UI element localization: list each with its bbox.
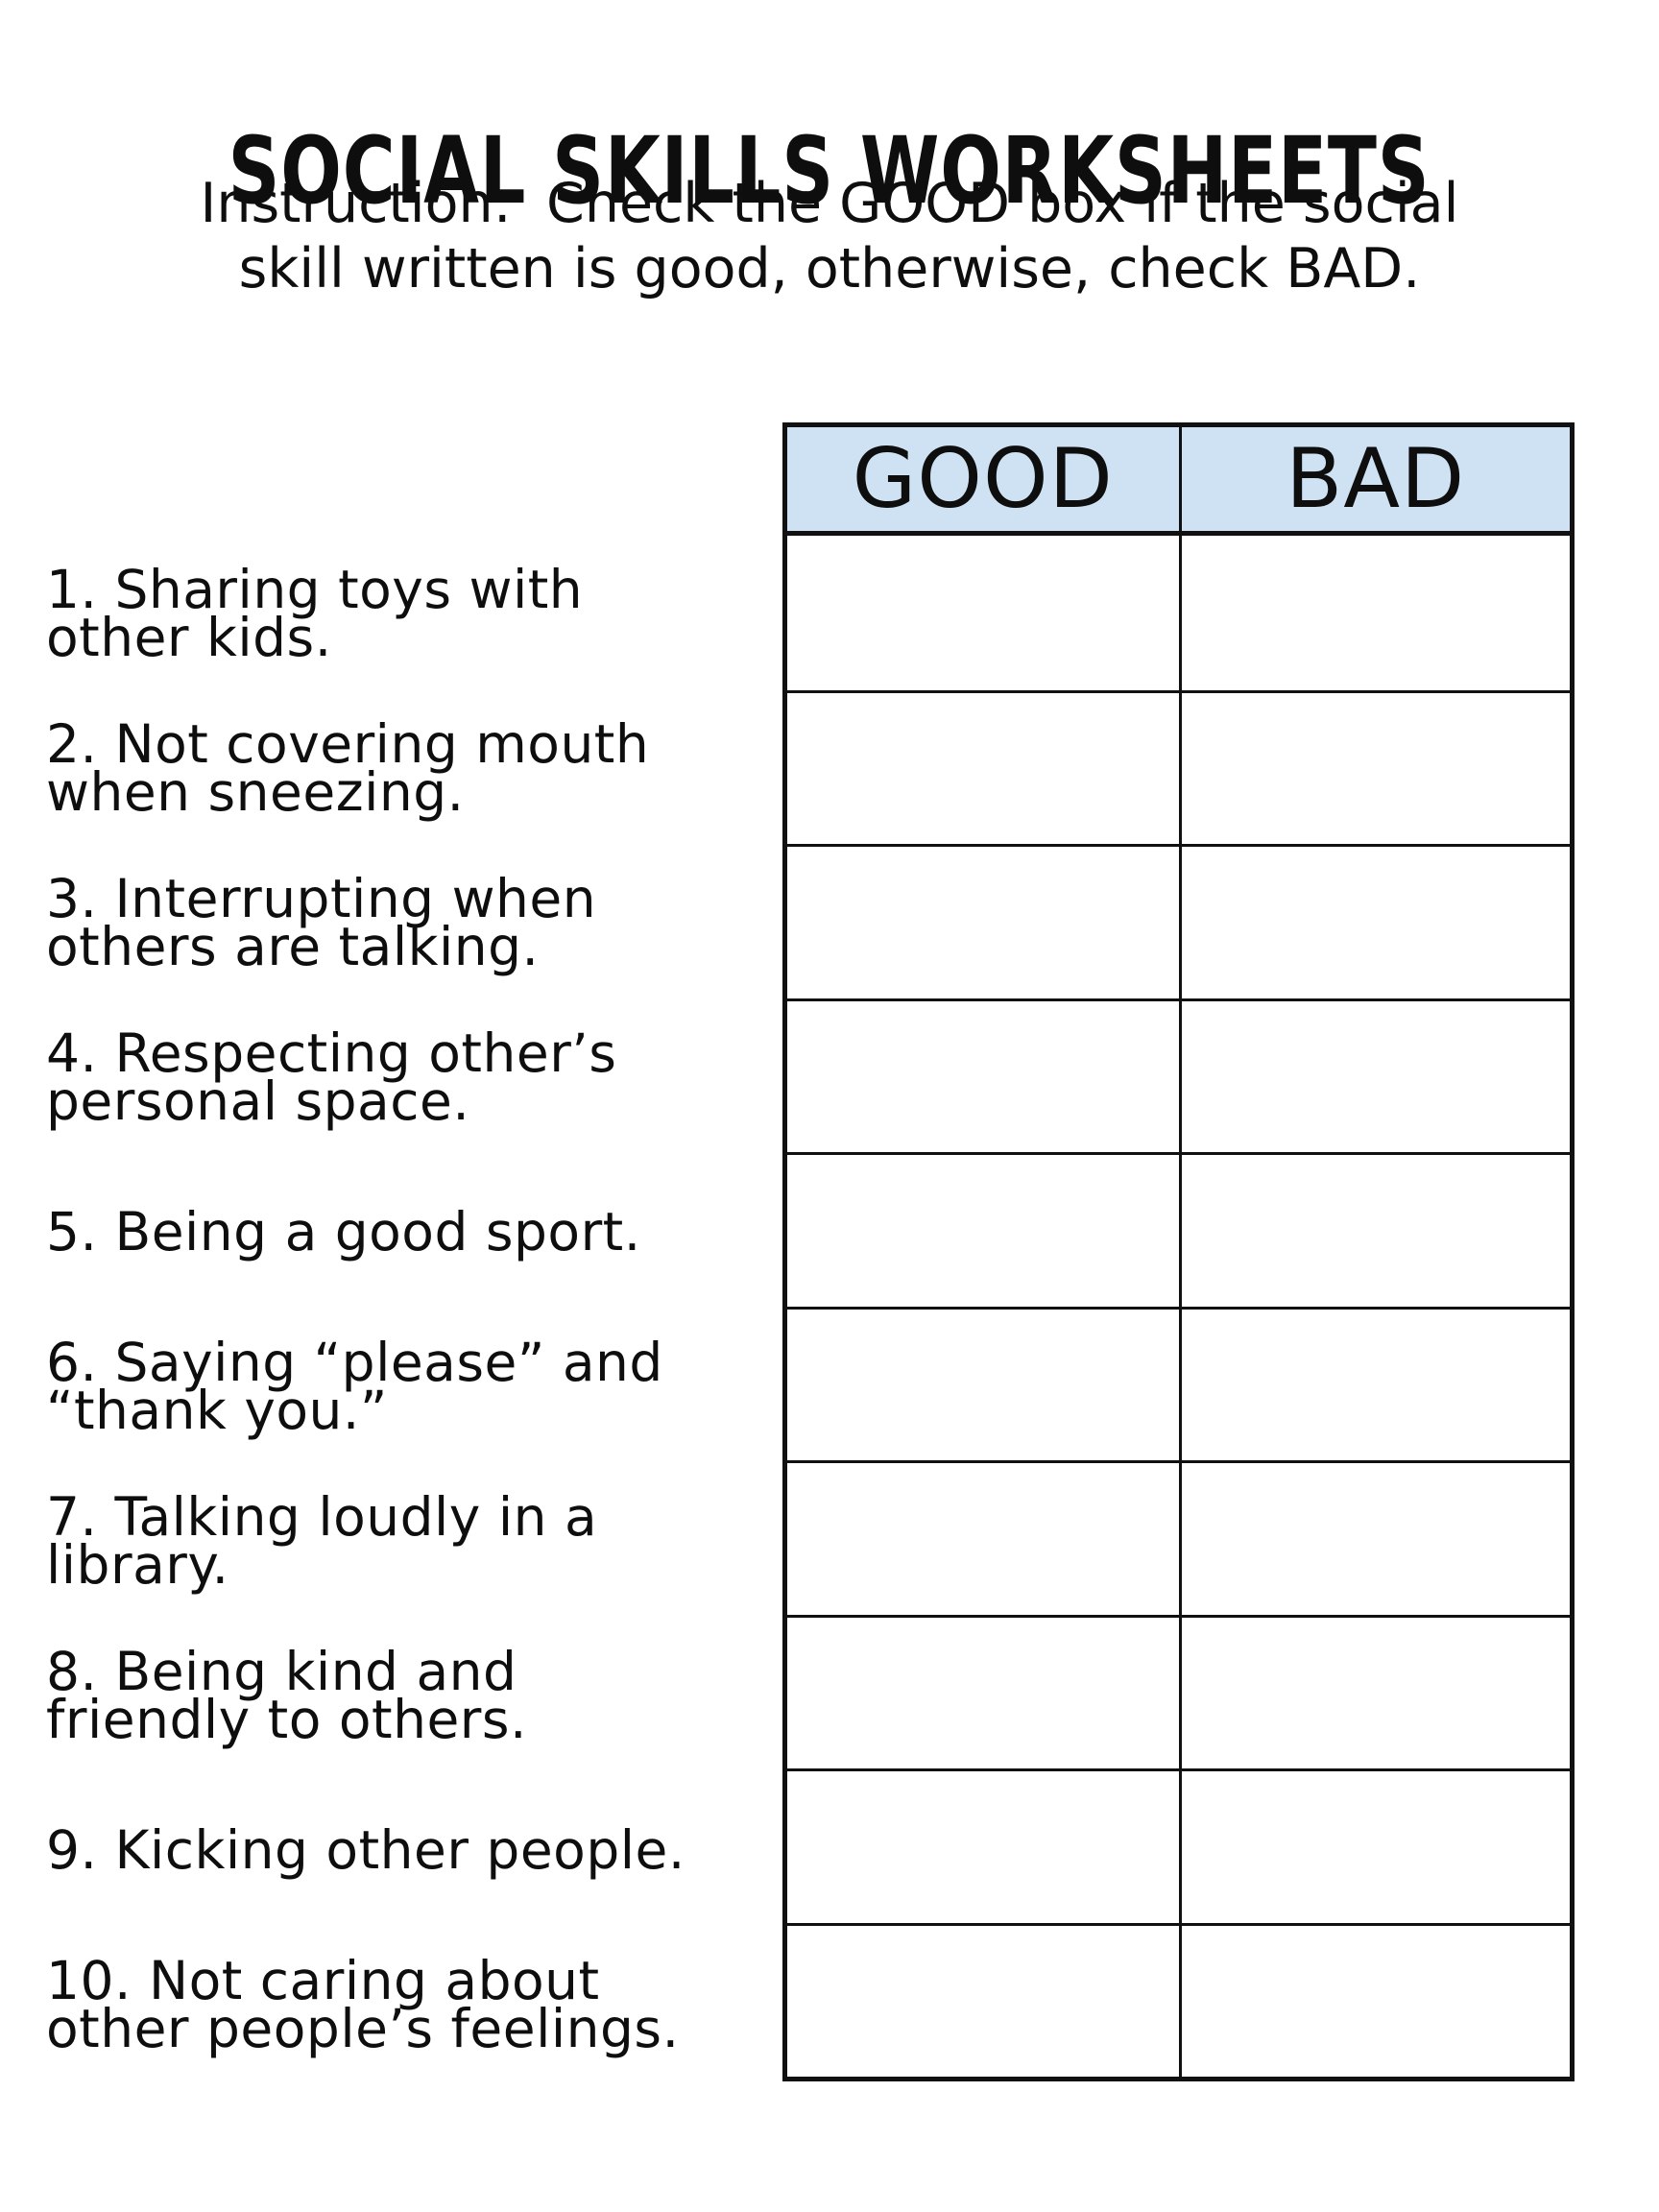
good-checkbox-cell-1[interactable]	[787, 536, 1179, 690]
good-column-header: GOOD	[852, 431, 1114, 527]
instruction-text: Instruction: Check the GOOD box if the s…	[200, 172, 1459, 301]
bad-checkbox-cell-7[interactable]	[1178, 1463, 1571, 1615]
good-bad-table: GOOD BAD	[782, 422, 1575, 2081]
bad-checkbox-cell-8[interactable]	[1178, 1617, 1571, 1768]
bad-checkbox-cell-2[interactable]	[1178, 692, 1571, 844]
good-checkbox-cell-9[interactable]	[787, 1771, 1179, 1923]
bad-checkbox-cell-10[interactable]	[1178, 1925, 1571, 2077]
skill-item-10: 10. Not caring about other people’s feel…	[46, 1949, 680, 2059]
table-row-1	[787, 536, 1570, 690]
skill-item-9: 9. Kicking other people.	[46, 1818, 685, 1881]
skill-item-4: 4. Respecting other’s personal space.	[46, 1022, 617, 1132]
table-row-9	[787, 1768, 1570, 1923]
good-checkbox-cell-5[interactable]	[787, 1155, 1179, 1307]
skill-item-2: 2. Not covering mouth when sneezing.	[46, 712, 650, 823]
bad-checkbox-cell-6[interactable]	[1178, 1309, 1571, 1460]
bad-column-header: BAD	[1178, 427, 1571, 531]
bad-checkbox-cell-5[interactable]	[1178, 1155, 1571, 1307]
table-row-2	[787, 689, 1571, 845]
skill-item-5: 5. Being a good sport.	[46, 1200, 641, 1262]
table-row-5	[787, 1152, 1570, 1307]
page-title: SOCIAL SKILLS WORKSHEETS	[0, 121, 1659, 222]
bad-checkbox-cell-9[interactable]	[1178, 1771, 1571, 1923]
skill-item-6: 6. Saying “please” and “thank you.”	[46, 1331, 663, 1441]
skill-item-3: 3. Interrupting when others are talking.	[46, 867, 597, 977]
table-row-7	[787, 1460, 1570, 1615]
table-row-6	[787, 1306, 1571, 1461]
skill-item-8: 8. Being kind and friendly to others.	[46, 1640, 528, 1750]
good-checkbox-cell-10[interactable]	[787, 1926, 1179, 2078]
good-checkbox-cell-8[interactable]	[787, 1618, 1179, 1769]
table-body	[787, 536, 1570, 2077]
bad-checkbox-cell-3[interactable]	[1178, 847, 1571, 998]
good-checkbox-cell-2[interactable]	[787, 693, 1179, 845]
bad-checkbox-cell-4[interactable]	[1178, 1000, 1571, 1152]
good-checkbox-cell-4[interactable]	[787, 1001, 1179, 1153]
skill-item-7: 7. Talking loudly in a library.	[46, 1485, 598, 1596]
good-checkbox-cell-7[interactable]	[787, 1463, 1179, 1615]
good-checkbox-cell-6[interactable]	[787, 1310, 1179, 1461]
bad-checkbox-cell-1[interactable]	[1178, 536, 1571, 690]
table-row-10	[787, 1922, 1571, 2078]
skills-list: 1. Sharing toys with other kids. 2. Not …	[46, 536, 761, 2081]
page-title-text: SOCIAL SKILLS WORKSHEETS	[228, 117, 1431, 226]
table-header-row: GOOD BAD	[787, 427, 1570, 536]
table-row-4	[787, 998, 1571, 1153]
table-row-3	[787, 844, 1570, 998]
good-checkbox-cell-3[interactable]	[787, 847, 1179, 998]
skill-item-1: 1. Sharing toys with other kids.	[46, 558, 584, 668]
table-row-8	[787, 1614, 1571, 1769]
